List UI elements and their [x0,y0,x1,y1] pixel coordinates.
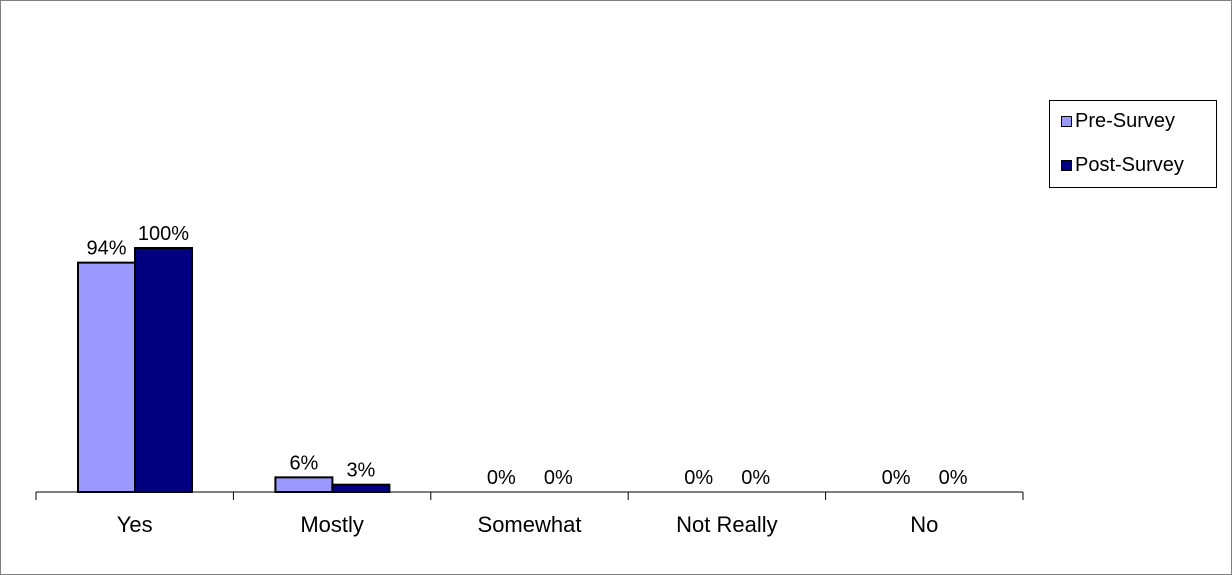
legend-swatch-pre-survey [1061,115,1072,127]
data-label-post-survey-not-really: 0% [741,467,770,489]
legend: Pre-Survey Post-Survey [1049,100,1217,188]
category-label-somewhat: Somewhat [478,512,582,537]
data-label-pre-survey-mostly: 6% [289,452,318,474]
bar-pre-survey-yes [77,261,136,494]
bar-post-survey-mostly [331,483,391,493]
category-label-not-really: Not Really [676,512,777,537]
category-label-mostly: Mostly [300,512,364,537]
data-label-post-survey-no: 0% [939,467,968,489]
legend-label-post-survey: Post-Survey [1075,153,1184,176]
legend-swatch-post-survey [1061,159,1072,171]
data-label-pre-survey-somewhat: 0% [487,467,516,489]
category-label-yes: Yes [117,512,153,537]
bar-post-survey-yes [134,247,193,493]
data-label-pre-survey-no: 0% [882,467,911,489]
category-label-no: No [910,512,938,537]
data-label-post-survey-yes: 100% [138,223,189,245]
legend-item-post-survey: Post-Survey [1061,153,1184,177]
data-label-pre-survey-not-really: 0% [684,467,713,489]
data-label-post-survey-somewhat: 0% [544,467,573,489]
legend-label-pre-survey: Pre-Survey [1075,109,1176,132]
legend-item-pre-survey: Pre-Survey [1061,109,1175,133]
data-label-post-survey-mostly: 3% [346,460,375,482]
data-label-pre-survey-yes: 94% [86,238,126,260]
bar-pre-survey-mostly [274,476,334,493]
